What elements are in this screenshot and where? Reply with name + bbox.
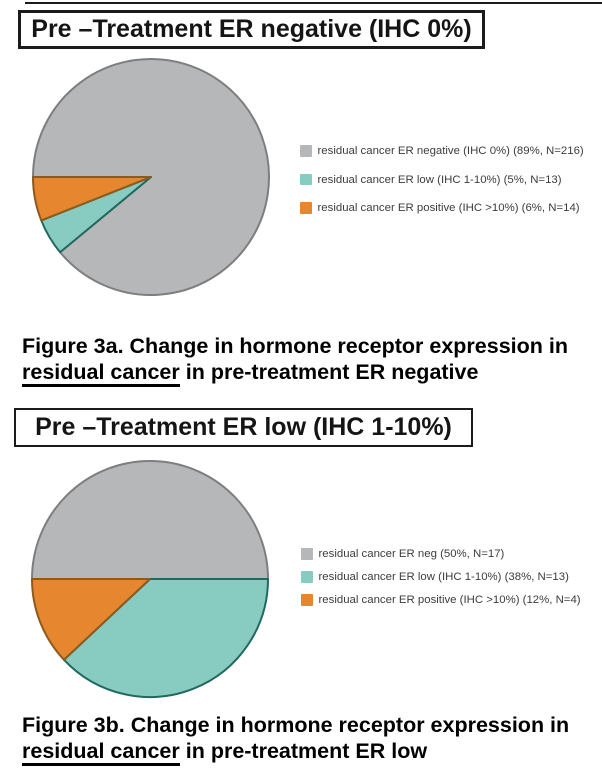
legend-row: residual cancer ER low (IHC 1-10%) (38%,… <box>301 571 581 583</box>
pie-chart-3a <box>32 58 270 296</box>
legend-row: residual cancer ER neg (50%, N=17) <box>301 548 581 560</box>
caption-text: in pre-treatment ER low <box>179 738 428 763</box>
legend-row: residual cancer ER low (IHC 1-10%) (5%, … <box>300 174 584 186</box>
figure-3a-caption: Figure 3a. Change in hormone receptor ex… <box>22 334 594 387</box>
pie-slice-1 <box>62 578 269 699</box>
top-divider-rule <box>25 2 602 4</box>
legend-label: residual cancer ER low (IHC 1-10%) (5%, … <box>317 173 562 186</box>
caption-text: Figure 3b. Change in hormone receptor ex… <box>22 713 570 737</box>
legend-swatch-orange <box>301 594 313 606</box>
figure-3b-title-box: Pre –Treatment ER low (IHC 1-10%) <box>14 408 473 447</box>
figure-3a-title-box: Pre –Treatment ER negative (IHC 0%) <box>18 10 485 49</box>
caption-text: Figure 3a. Change in hormone receptor ex… <box>22 334 568 358</box>
pie-chart-3b <box>31 460 269 699</box>
pie-slice-2 <box>31 578 151 661</box>
legend-swatch-teal <box>301 571 313 583</box>
legend-row: residual cancer ER positive (IHC >10%) (… <box>300 202 584 214</box>
legend-row: residual cancer ER positive (IHC >10%) (… <box>301 594 581 606</box>
caption-underlined-text: residual cancer <box>22 738 180 766</box>
pie-slice-2 <box>32 176 152 222</box>
pie-slice-0 <box>31 460 269 580</box>
legend-label: residual cancer ER neg (50%, N=17) <box>318 548 505 560</box>
caption-underlined-text: residual cancer <box>22 359 180 387</box>
legend-3b: residual cancer ER neg (50%, N=17) resid… <box>301 548 581 606</box>
caption-text: in pre-treatment ER negative <box>179 359 479 384</box>
legend-label: residual cancer ER positive (IHC >10%) (… <box>317 202 580 214</box>
figure-3b-title: Pre –Treatment ER low (IHC 1-10%) <box>35 413 452 441</box>
figure-3a-title: Pre –Treatment ER negative (IHC 0%) <box>31 15 472 43</box>
legend-swatch-gray <box>301 548 313 560</box>
legend-label: residual cancer ER low (IHC 1-10%) (38%,… <box>318 571 569 583</box>
legend-label: residual cancer ER positive (IHC >10%) (… <box>318 594 581 606</box>
legend-swatch-orange <box>300 202 312 214</box>
legend-label: residual cancer ER negative (IHC 0%) (89… <box>317 145 584 157</box>
figure-3b-caption: Figure 3b. Change in hormone receptor ex… <box>22 713 594 766</box>
legend-swatch-teal <box>300 173 312 186</box>
legend-3a: residual cancer ER negative (IHC 0%) (89… <box>300 145 584 214</box>
legend-swatch-gray <box>300 145 312 157</box>
legend-row: residual cancer ER negative (IHC 0%) (89… <box>300 145 584 157</box>
